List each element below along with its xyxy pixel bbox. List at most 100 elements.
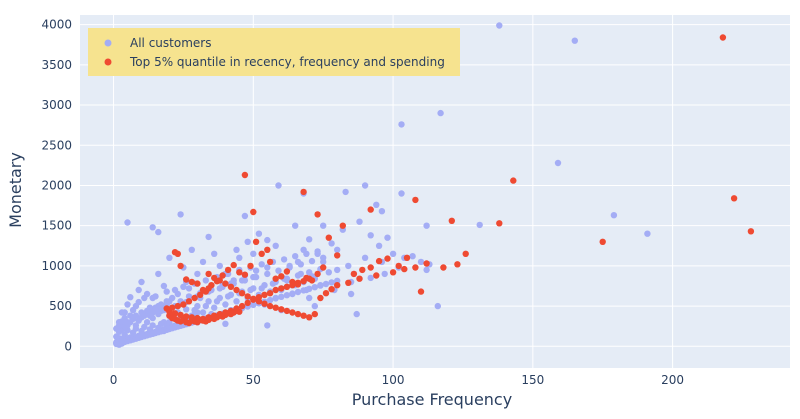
- data-point[interactable]: [367, 274, 374, 282]
- data-point[interactable]: [118, 309, 126, 316]
- data-point[interactable]: [283, 268, 291, 275]
- data-point[interactable]: [398, 121, 405, 128]
- data-point[interactable]: [244, 293, 251, 300]
- data-point[interactable]: [297, 261, 304, 268]
- data-point[interactable]: [241, 212, 249, 220]
- data-point[interactable]: [258, 261, 265, 268]
- data-point[interactable]: [163, 288, 170, 295]
- data-point[interactable]: [180, 283, 187, 290]
- data-point[interactable]: [236, 308, 243, 315]
- data-point[interactable]: [311, 310, 318, 318]
- data-point[interactable]: [306, 294, 313, 302]
- data-point[interactable]: [423, 260, 430, 267]
- data-point[interactable]: [171, 286, 179, 294]
- data-point[interactable]: [177, 262, 184, 270]
- data-point[interactable]: [199, 309, 207, 316]
- data-point[interactable]: [135, 298, 142, 306]
- data-point[interactable]: [278, 306, 285, 313]
- data-point[interactable]: [199, 258, 207, 266]
- data-point[interactable]: [264, 236, 271, 244]
- legend-label-all-customers[interactable]: All customers: [130, 36, 211, 50]
- data-point[interactable]: [306, 314, 313, 321]
- data-point[interactable]: [205, 270, 212, 278]
- data-point[interactable]: [345, 262, 352, 270]
- data-point[interactable]: [222, 320, 229, 327]
- data-point[interactable]: [334, 252, 341, 259]
- data-point[interactable]: [395, 262, 402, 270]
- data-point[interactable]: [194, 280, 201, 287]
- data-point[interactable]: [255, 298, 263, 305]
- data-point[interactable]: [303, 250, 310, 257]
- data-point[interactable]: [300, 312, 307, 319]
- data-point[interactable]: [247, 262, 254, 270]
- legend-label-top-customers[interactable]: Top 5% quantile in recency, frequency an…: [129, 55, 445, 69]
- data-point[interactable]: [334, 277, 341, 284]
- data-point[interactable]: [202, 302, 209, 310]
- data-point[interactable]: [227, 291, 235, 298]
- data-point[interactable]: [124, 327, 131, 334]
- data-point[interactable]: [356, 218, 363, 225]
- data-point[interactable]: [219, 272, 226, 279]
- data-point[interactable]: [367, 206, 374, 213]
- data-point[interactable]: [180, 301, 187, 308]
- data-point[interactable]: [149, 322, 156, 329]
- data-point[interactable]: [378, 208, 386, 215]
- data-point[interactable]: [412, 196, 419, 204]
- data-point[interactable]: [423, 222, 430, 229]
- data-point[interactable]: [462, 250, 469, 257]
- data-point[interactable]: [283, 283, 291, 290]
- data-point[interactable]: [367, 232, 374, 239]
- data-point[interactable]: [294, 272, 302, 279]
- data-point[interactable]: [317, 294, 324, 302]
- data-point[interactable]: [283, 292, 291, 299]
- data-point[interactable]: [222, 280, 229, 287]
- data-point[interactable]: [155, 228, 162, 236]
- data-point[interactable]: [160, 282, 168, 290]
- data-point[interactable]: [199, 286, 207, 294]
- data-point[interactable]: [294, 279, 302, 286]
- data-point[interactable]: [434, 302, 441, 310]
- data-point[interactable]: [719, 34, 727, 41]
- data-point[interactable]: [138, 278, 145, 286]
- data-point[interactable]: [174, 250, 181, 257]
- data-point[interactable]: [381, 270, 388, 278]
- data-point[interactable]: [233, 298, 240, 305]
- data-point[interactable]: [373, 272, 380, 279]
- data-point[interactable]: [124, 301, 131, 308]
- data-point[interactable]: [124, 219, 131, 226]
- data-point[interactable]: [294, 288, 302, 296]
- data-point[interactable]: [241, 271, 249, 278]
- data-point[interactable]: [216, 294, 223, 302]
- data-point[interactable]: [250, 301, 257, 309]
- data-point[interactable]: [177, 311, 184, 319]
- data-point[interactable]: [314, 211, 321, 218]
- data-point[interactable]: [255, 230, 263, 237]
- data-point[interactable]: [238, 290, 246, 297]
- data-point[interactable]: [264, 246, 271, 253]
- legend[interactable]: All customers Top 5% quantile in recency…: [88, 28, 460, 76]
- data-point[interactable]: [183, 306, 190, 313]
- data-point[interactable]: [233, 286, 240, 294]
- data-point[interactable]: [132, 312, 140, 319]
- data-point[interactable]: [152, 293, 159, 300]
- data-point[interactable]: [188, 278, 195, 286]
- data-point[interactable]: [283, 275, 291, 282]
- data-point[interactable]: [367, 264, 374, 271]
- data-point[interactable]: [241, 277, 249, 284]
- data-point[interactable]: [389, 269, 397, 276]
- data-point[interactable]: [322, 280, 330, 288]
- data-point[interactable]: [412, 264, 419, 271]
- data-point[interactable]: [174, 302, 181, 310]
- data-point[interactable]: [216, 262, 223, 270]
- data-point[interactable]: [375, 242, 383, 249]
- data-point[interactable]: [121, 314, 128, 322]
- data-point[interactable]: [353, 310, 360, 318]
- data-point[interactable]: [149, 224, 156, 231]
- data-point[interactable]: [644, 230, 651, 237]
- data-point[interactable]: [113, 333, 120, 340]
- data-point[interactable]: [328, 286, 335, 293]
- data-point[interactable]: [328, 279, 335, 286]
- data-point[interactable]: [300, 188, 307, 196]
- data-point[interactable]: [278, 293, 285, 300]
- data-point[interactable]: [230, 261, 237, 269]
